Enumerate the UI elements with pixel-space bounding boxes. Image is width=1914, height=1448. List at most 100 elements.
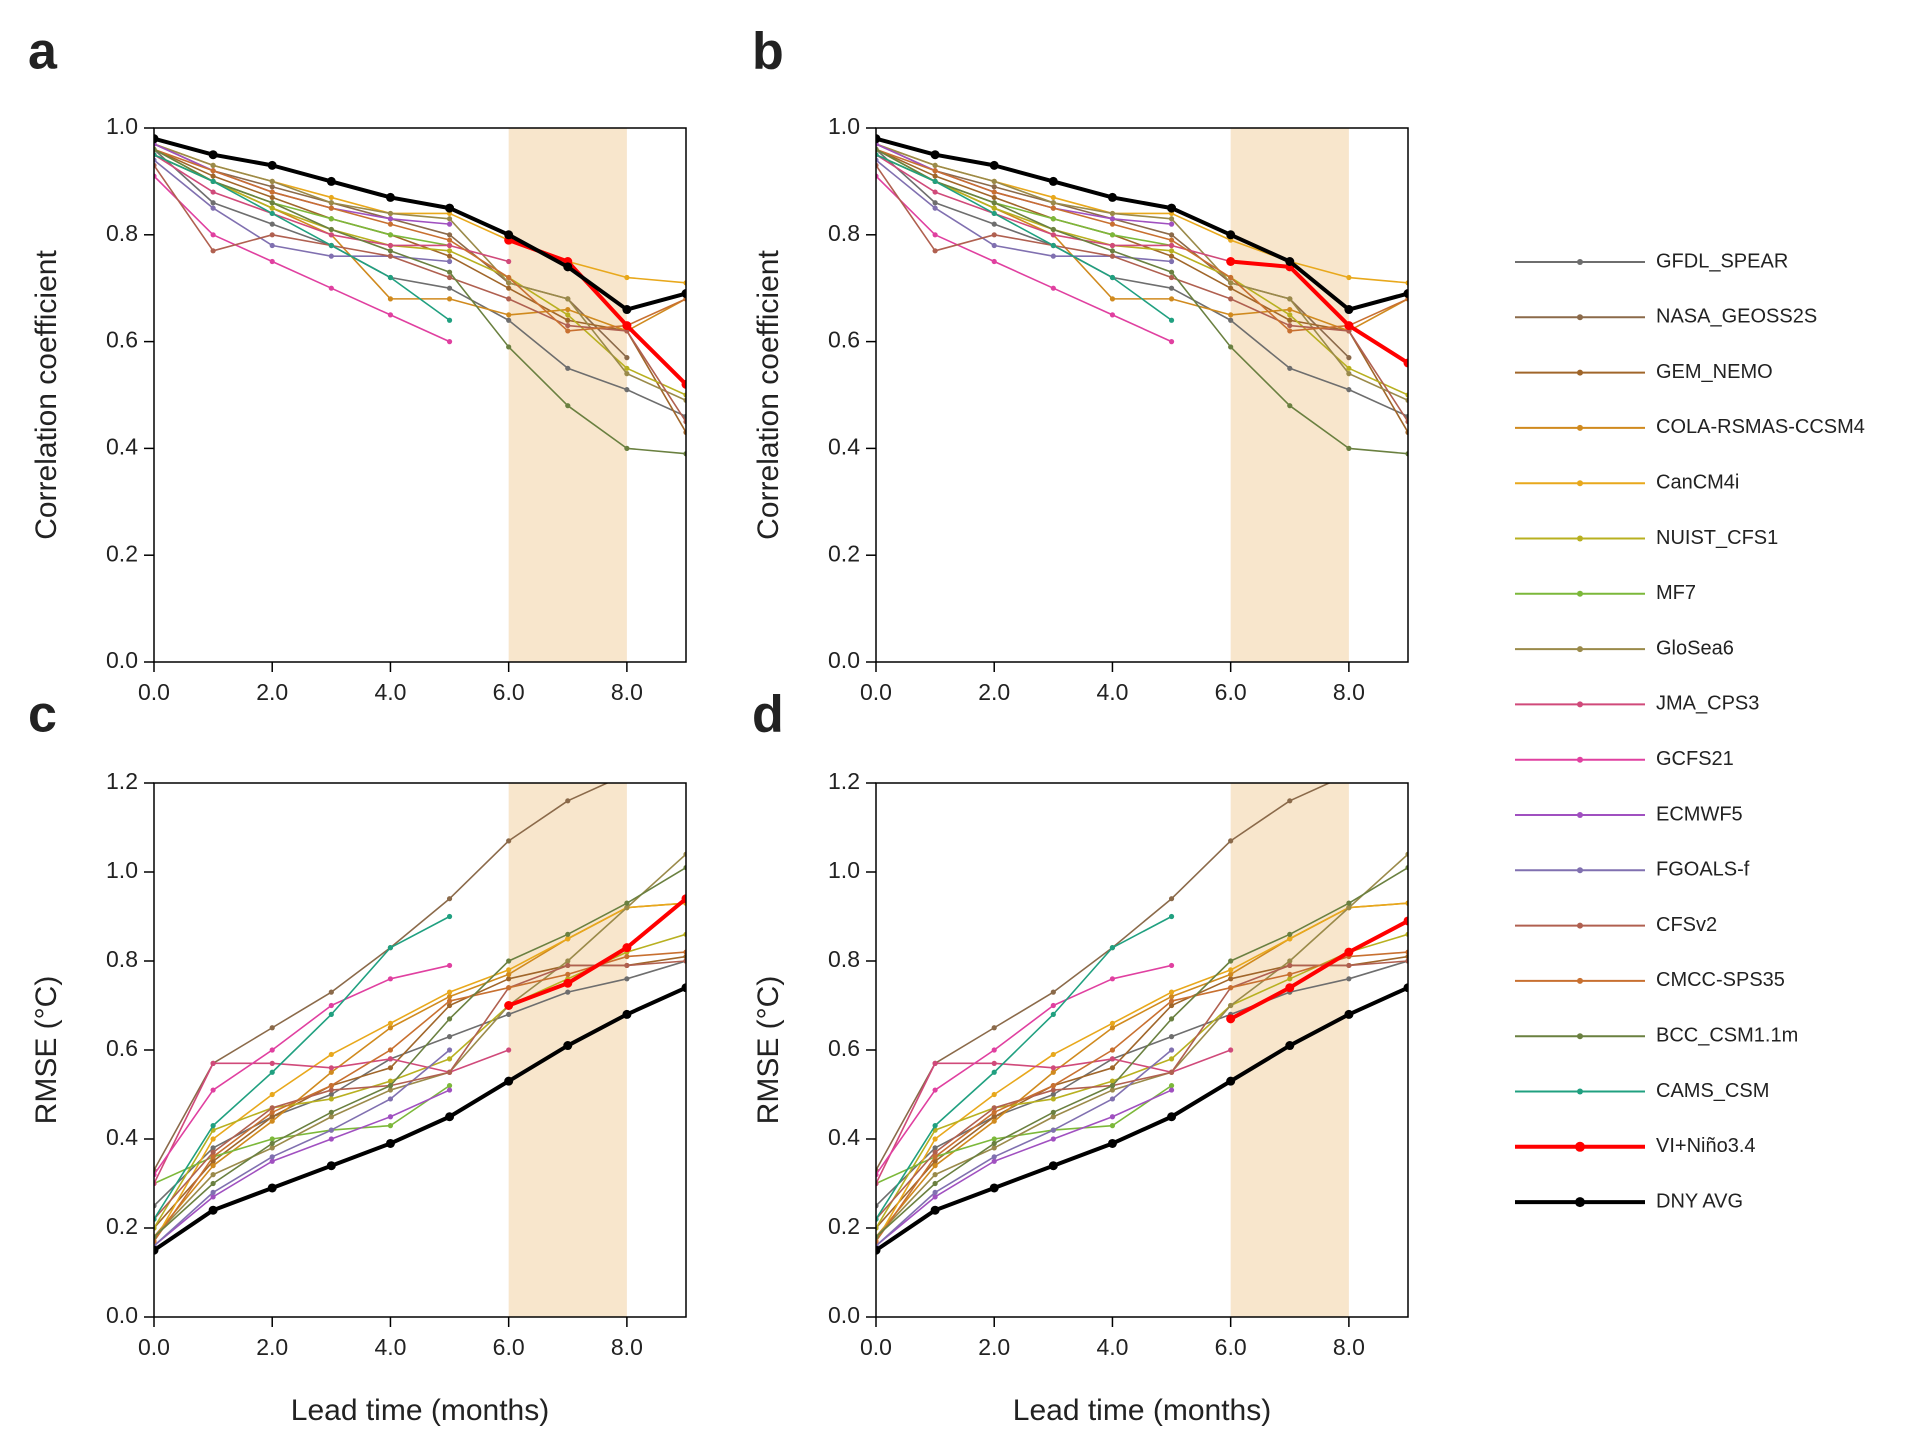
series-point bbox=[565, 962, 571, 969]
series-line bbox=[154, 143, 686, 402]
series-point bbox=[445, 203, 455, 213]
series-point bbox=[1050, 1083, 1056, 1089]
series-point bbox=[1107, 1138, 1117, 1148]
series-point bbox=[1287, 296, 1293, 302]
series-point bbox=[565, 989, 571, 995]
series-point bbox=[1050, 200, 1056, 206]
series-point bbox=[385, 1138, 395, 1148]
series-point bbox=[269, 194, 275, 201]
series-point bbox=[446, 221, 453, 227]
series-point bbox=[328, 205, 334, 211]
legend-label: DNY AVG bbox=[1656, 1190, 1743, 1212]
legend-label: NUIST_CFS1 bbox=[1656, 527, 1778, 549]
y-tick-label: 0.4 bbox=[106, 1124, 138, 1150]
series-point bbox=[326, 176, 336, 186]
y-tick-label: 0.8 bbox=[828, 946, 860, 972]
series-point bbox=[387, 210, 394, 217]
series-point bbox=[387, 1047, 394, 1053]
series-point bbox=[269, 210, 275, 217]
series-line bbox=[876, 853, 1408, 1238]
x-tick-label: 8.0 bbox=[611, 679, 643, 705]
series-point bbox=[565, 296, 571, 302]
series-point bbox=[565, 798, 571, 804]
series-point bbox=[1168, 221, 1175, 227]
series-point bbox=[1050, 232, 1056, 238]
series-line bbox=[154, 915, 450, 1220]
series-point bbox=[991, 1047, 997, 1053]
series-point bbox=[991, 189, 997, 195]
series-point bbox=[446, 994, 453, 1000]
series-point bbox=[1287, 976, 1293, 982]
series-point bbox=[387, 296, 394, 302]
series-point bbox=[1403, 358, 1408, 368]
y-tick-label: 0.4 bbox=[828, 1124, 860, 1150]
series-point bbox=[1050, 226, 1056, 233]
legend-marker bbox=[1577, 369, 1583, 376]
series-point bbox=[991, 232, 997, 238]
plot-frame bbox=[875, 782, 1409, 1318]
series-point bbox=[269, 1158, 275, 1164]
series-point bbox=[1287, 971, 1293, 977]
series-point bbox=[932, 178, 938, 184]
series-point bbox=[991, 1114, 997, 1120]
series-point bbox=[681, 983, 686, 993]
series-point bbox=[991, 1136, 997, 1142]
plot-frame bbox=[875, 127, 1409, 663]
series-point bbox=[387, 248, 394, 254]
series-point bbox=[932, 1123, 938, 1129]
legend-marker bbox=[1577, 701, 1583, 708]
series-point bbox=[624, 371, 630, 377]
series-point bbox=[1228, 317, 1234, 323]
series-point bbox=[269, 1136, 275, 1142]
series-point bbox=[506, 1011, 512, 1018]
series-point bbox=[210, 205, 216, 211]
series-point bbox=[446, 339, 453, 345]
series-point bbox=[1168, 994, 1175, 1000]
series-point bbox=[269, 1069, 275, 1075]
series-point bbox=[1109, 296, 1116, 302]
series-point bbox=[932, 1163, 938, 1169]
series-point bbox=[1403, 916, 1408, 926]
series-point bbox=[387, 1065, 394, 1071]
series-point bbox=[991, 205, 997, 211]
series-point bbox=[269, 184, 275, 190]
series-point bbox=[1109, 312, 1116, 318]
series-point bbox=[328, 1114, 334, 1120]
series-point bbox=[269, 1118, 275, 1124]
series-point bbox=[446, 1002, 453, 1009]
series-point bbox=[1050, 1109, 1056, 1115]
series-point bbox=[210, 162, 216, 168]
series-point bbox=[991, 194, 997, 201]
series-point bbox=[1168, 1016, 1175, 1022]
series-point bbox=[1228, 1002, 1234, 1009]
series-point bbox=[446, 232, 453, 238]
series-point bbox=[1285, 983, 1295, 993]
series-point bbox=[328, 194, 334, 201]
series-point bbox=[991, 1158, 997, 1164]
y-tick-label: 0.6 bbox=[106, 327, 138, 353]
series-point bbox=[1050, 216, 1056, 222]
panel-label: c bbox=[28, 686, 57, 744]
series-point bbox=[504, 1076, 514, 1086]
series-point bbox=[446, 1034, 453, 1040]
legend-marker bbox=[1577, 1033, 1583, 1040]
series-point bbox=[1228, 312, 1234, 318]
series-point bbox=[269, 221, 275, 227]
y-tick-label: 0.6 bbox=[828, 327, 860, 353]
series-point bbox=[328, 253, 334, 259]
series-point bbox=[446, 1056, 453, 1062]
series-point bbox=[504, 1001, 514, 1010]
series-point bbox=[269, 258, 275, 265]
series-point bbox=[1168, 258, 1175, 265]
legend-marker bbox=[1577, 590, 1583, 597]
series-point bbox=[208, 150, 218, 160]
legend-marker bbox=[1577, 922, 1583, 929]
x-tick-label: 8.0 bbox=[611, 1334, 643, 1360]
series-line bbox=[876, 1049, 1173, 1247]
series-line bbox=[154, 1084, 451, 1185]
legend-marker bbox=[1577, 259, 1583, 265]
series-line bbox=[154, 148, 686, 396]
series-point bbox=[269, 1114, 275, 1120]
series-point bbox=[991, 178, 997, 184]
series-point bbox=[1228, 958, 1234, 964]
